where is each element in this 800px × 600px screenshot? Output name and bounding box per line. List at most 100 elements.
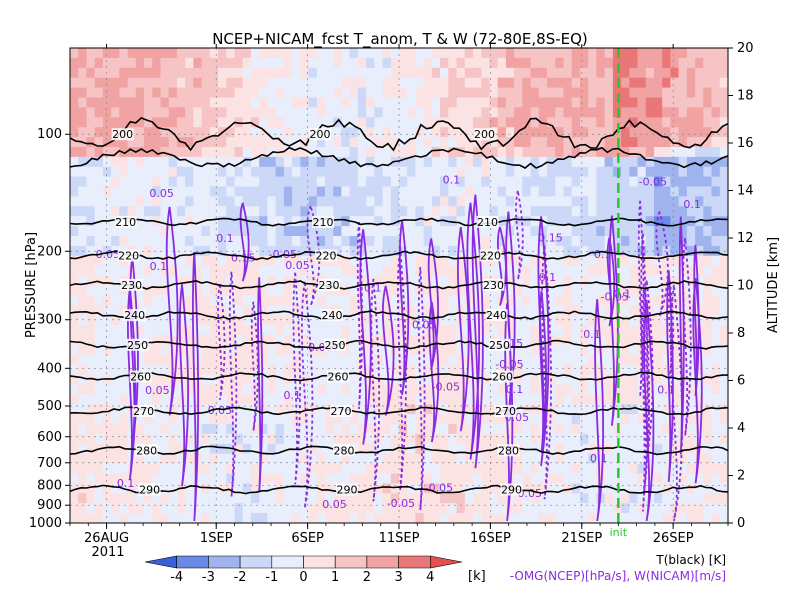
shade-cell (703, 77, 713, 89)
shade-cell (259, 344, 268, 356)
shade-cell (308, 77, 318, 89)
shade-cell (349, 295, 359, 306)
shade-cell (86, 265, 96, 277)
shade-cell (168, 443, 178, 455)
shade-cell (201, 394, 211, 405)
shade-cell (473, 344, 482, 356)
shade-cell (662, 354, 671, 366)
shade-cell (703, 394, 713, 405)
shade-cell (645, 424, 655, 435)
shade-cell (645, 275, 655, 287)
shade-cell (621, 315, 630, 326)
shade-cell (119, 394, 129, 405)
shade-cell (514, 137, 523, 148)
shade-cell (218, 503, 227, 514)
shade-cell (571, 206, 581, 217)
shade-cell (78, 354, 87, 366)
shade-cell (497, 384, 507, 395)
shade-cell (259, 453, 268, 465)
shade-cell (423, 57, 433, 69)
shade-cell (176, 57, 186, 69)
shade-cell (473, 57, 482, 69)
shade-cell (497, 206, 507, 217)
shade-cell (456, 354, 466, 366)
shade-cell (357, 463, 367, 475)
shade-cell (374, 196, 384, 207)
shade-cell (654, 384, 663, 395)
shade-cell (168, 503, 178, 514)
shade-cell (357, 513, 367, 523)
shade-cell (316, 473, 326, 484)
shade-cell (234, 493, 244, 504)
shade-cell (185, 255, 194, 267)
shade-cell (456, 305, 466, 316)
shade-cell (102, 305, 112, 316)
shade-cell (440, 493, 449, 504)
shade-cell (514, 493, 523, 504)
shade-cell (489, 77, 499, 89)
shade-cell (505, 503, 515, 514)
shade-cell (316, 166, 326, 178)
contour-label-bg (491, 370, 514, 383)
shade-cell (267, 344, 277, 356)
shade-cell (662, 344, 671, 356)
shade-cell (226, 216, 236, 227)
shade-cell (645, 384, 655, 395)
shade-cell (538, 513, 548, 523)
shade-cell (711, 186, 721, 197)
shade-cell (102, 67, 112, 79)
shade-cell (201, 315, 211, 326)
shade-cell (695, 127, 704, 138)
shade-cell (547, 315, 556, 326)
shade-cell (275, 344, 285, 356)
shade-cell (596, 325, 606, 336)
shade-cell (489, 354, 499, 366)
shade-cell (259, 364, 268, 376)
shade-cell (637, 384, 647, 395)
shade-cell (357, 77, 367, 89)
shade-cell (686, 325, 696, 336)
shade-cell (333, 97, 342, 108)
shade-cell (431, 156, 441, 168)
shade-cell (86, 107, 96, 118)
shade-cell (349, 384, 359, 395)
gridlines (70, 48, 728, 523)
shade-cell (176, 166, 186, 178)
shade-cell (530, 236, 540, 247)
shade-cell (250, 344, 260, 356)
shade-cell (341, 255, 351, 267)
shade-cell (259, 127, 268, 138)
shade-cell (407, 285, 416, 296)
shade-cell (481, 384, 491, 395)
shade-cell (399, 97, 408, 108)
omega-contour-label: 0.1 (443, 173, 461, 186)
shade-cell (102, 503, 112, 514)
shade-cell (333, 433, 342, 445)
shade-cell (563, 473, 573, 484)
shade-cell (152, 107, 162, 118)
shade-cell (604, 325, 614, 336)
shade-cell (366, 147, 375, 158)
shade-cell (119, 176, 129, 188)
shade-cell (135, 97, 145, 108)
shade-cell (456, 196, 466, 207)
shade-cell (481, 433, 491, 445)
shade-cell (505, 414, 515, 425)
shade-cell (218, 424, 227, 435)
shade-cell (374, 166, 384, 178)
shade-cell (325, 206, 334, 217)
shade-cell (621, 206, 630, 217)
shade-cell (341, 97, 351, 108)
shade-cell (374, 335, 384, 346)
shade-cell (357, 265, 367, 277)
shade-cell (275, 453, 285, 465)
shade-cell (563, 354, 573, 366)
shade-cell (547, 305, 556, 316)
shade-cell (144, 364, 153, 376)
shade-cell (86, 245, 96, 257)
shade-cell (70, 275, 79, 287)
shade-cell (102, 285, 112, 296)
omega-contour (292, 272, 301, 485)
shade-cell (70, 473, 79, 484)
shade-cell (275, 117, 285, 128)
